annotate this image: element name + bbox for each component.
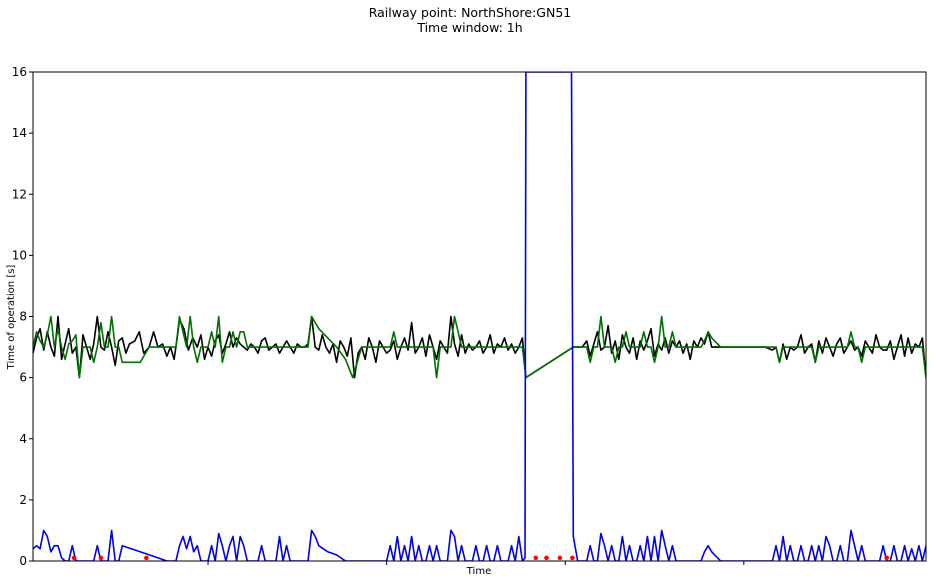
y-axis-label: Time of operation [s] bbox=[6, 265, 17, 371]
y-tick-label: 4 bbox=[19, 432, 27, 446]
chart-title: Railway point: NorthShore:GN51 bbox=[369, 5, 572, 20]
x-axis-label: Time bbox=[466, 566, 491, 577]
x-axis bbox=[207, 561, 745, 565]
red-marker-point bbox=[71, 555, 77, 561]
y-tick-label: 0 bbox=[19, 554, 27, 568]
red-marker-point bbox=[884, 555, 889, 561]
red-marker-point bbox=[557, 555, 563, 561]
y-tick-label: 6 bbox=[19, 371, 27, 385]
series-line-2 bbox=[33, 315, 926, 379]
plot-area bbox=[33, 72, 926, 561]
y-tick-label: 12 bbox=[12, 187, 27, 201]
red-marker-point bbox=[544, 555, 549, 561]
y-tick-label: 2 bbox=[19, 493, 27, 507]
plot-frame bbox=[32, 71, 927, 562]
red-marker-point bbox=[570, 555, 575, 561]
red-marker-point bbox=[98, 555, 104, 561]
y-tick-label: 16 bbox=[12, 65, 27, 79]
y-tick-label: 14 bbox=[12, 126, 27, 140]
y-tick-label: 8 bbox=[19, 310, 27, 324]
red-marker-point bbox=[533, 555, 539, 561]
y-axis: 0 2 4 6 8 10 12 14 16 bbox=[12, 65, 33, 568]
y-tick-label: 10 bbox=[12, 248, 27, 262]
series-line-3 bbox=[33, 72, 926, 561]
chart-subtitle: Time window: 1h bbox=[416, 20, 522, 35]
red-marker-point bbox=[144, 555, 149, 561]
